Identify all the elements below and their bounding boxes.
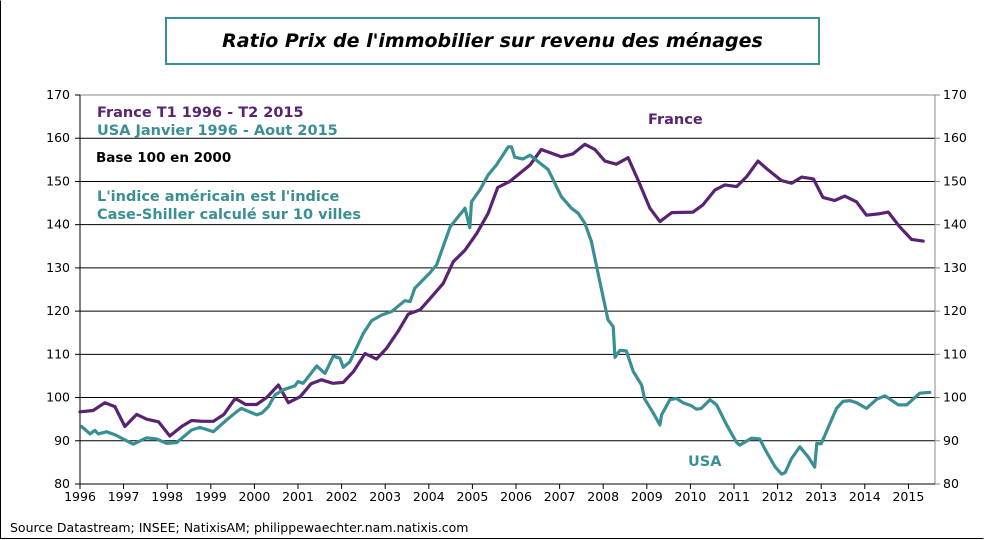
y-tick-label: 150 (46, 173, 70, 188)
x-tick-label: 2003 (369, 489, 401, 504)
x-tick-label: 2004 (413, 489, 445, 504)
series-label-usa: USA (688, 454, 722, 470)
y2-tick-label: 100 (943, 390, 967, 405)
x-tick-label: 2002 (326, 489, 358, 504)
base-note: Base 100 en 2000 (96, 150, 231, 166)
y-tick-label: 130 (46, 260, 70, 275)
x-tick-label: 2005 (456, 489, 488, 504)
legend-france: France T1 1996 - T2 2015 (97, 105, 304, 121)
legend-usa: USA Janvier 1996 - Aout 2015 (97, 123, 338, 139)
y2-tick-label: 170 (943, 87, 967, 102)
index-note-line1: L'indice américain est l'indice (97, 189, 339, 205)
y-tick-label: 90 (54, 433, 70, 448)
y2-tick-label: 90 (943, 433, 959, 448)
x-tick-label: 2000 (238, 489, 270, 504)
x-tick-label: 1996 (64, 489, 96, 504)
y-tick-label: 170 (46, 87, 70, 102)
x-tick-label: 1997 (108, 489, 140, 504)
series-line-france (78, 142, 925, 438)
series-label-france: France (648, 112, 703, 128)
x-tick-label: 2006 (500, 489, 532, 504)
y-tick-label: 160 (46, 130, 70, 145)
y2-tick-label: 140 (943, 217, 967, 232)
x-tick-label: 2009 (631, 489, 663, 504)
x-tick-label: 1999 (195, 489, 227, 504)
y2-tick-label: 130 (943, 260, 967, 275)
y-tick-label: 80 (54, 476, 70, 491)
x-tick-label: 2014 (849, 489, 881, 504)
x-tick-label: 2007 (544, 489, 576, 504)
x-tick-label: 2010 (674, 489, 706, 504)
x-tick-label: 2015 (892, 489, 924, 504)
x-tick-label: 2013 (805, 489, 837, 504)
chart-title: Ratio Prix de l'immobilier sur revenu de… (165, 17, 820, 65)
x-tick-label: 2011 (718, 489, 750, 504)
x-tick-label: 2008 (587, 489, 619, 504)
y-tick-label: 100 (46, 390, 70, 405)
y2-tick-label: 80 (943, 476, 959, 491)
y-tick-label: 120 (46, 303, 70, 318)
y2-tick-label: 160 (943, 130, 967, 145)
source-note: Source Datastream; INSEE; NatixisAM; phi… (10, 520, 469, 535)
x-tick-label: 1998 (151, 489, 183, 504)
y2-tick-label: 110 (943, 346, 967, 361)
y2-tick-label: 120 (943, 303, 967, 318)
y-tick-label: 140 (46, 217, 70, 232)
series-line-usa (80, 145, 932, 476)
y-tick-label: 110 (46, 346, 70, 361)
x-tick-label: 2001 (282, 489, 314, 504)
y2-tick-label: 150 (943, 173, 967, 188)
index-note-line2: Case-Shiller calculé sur 10 villes (97, 207, 361, 223)
x-tick-label: 2012 (762, 489, 794, 504)
